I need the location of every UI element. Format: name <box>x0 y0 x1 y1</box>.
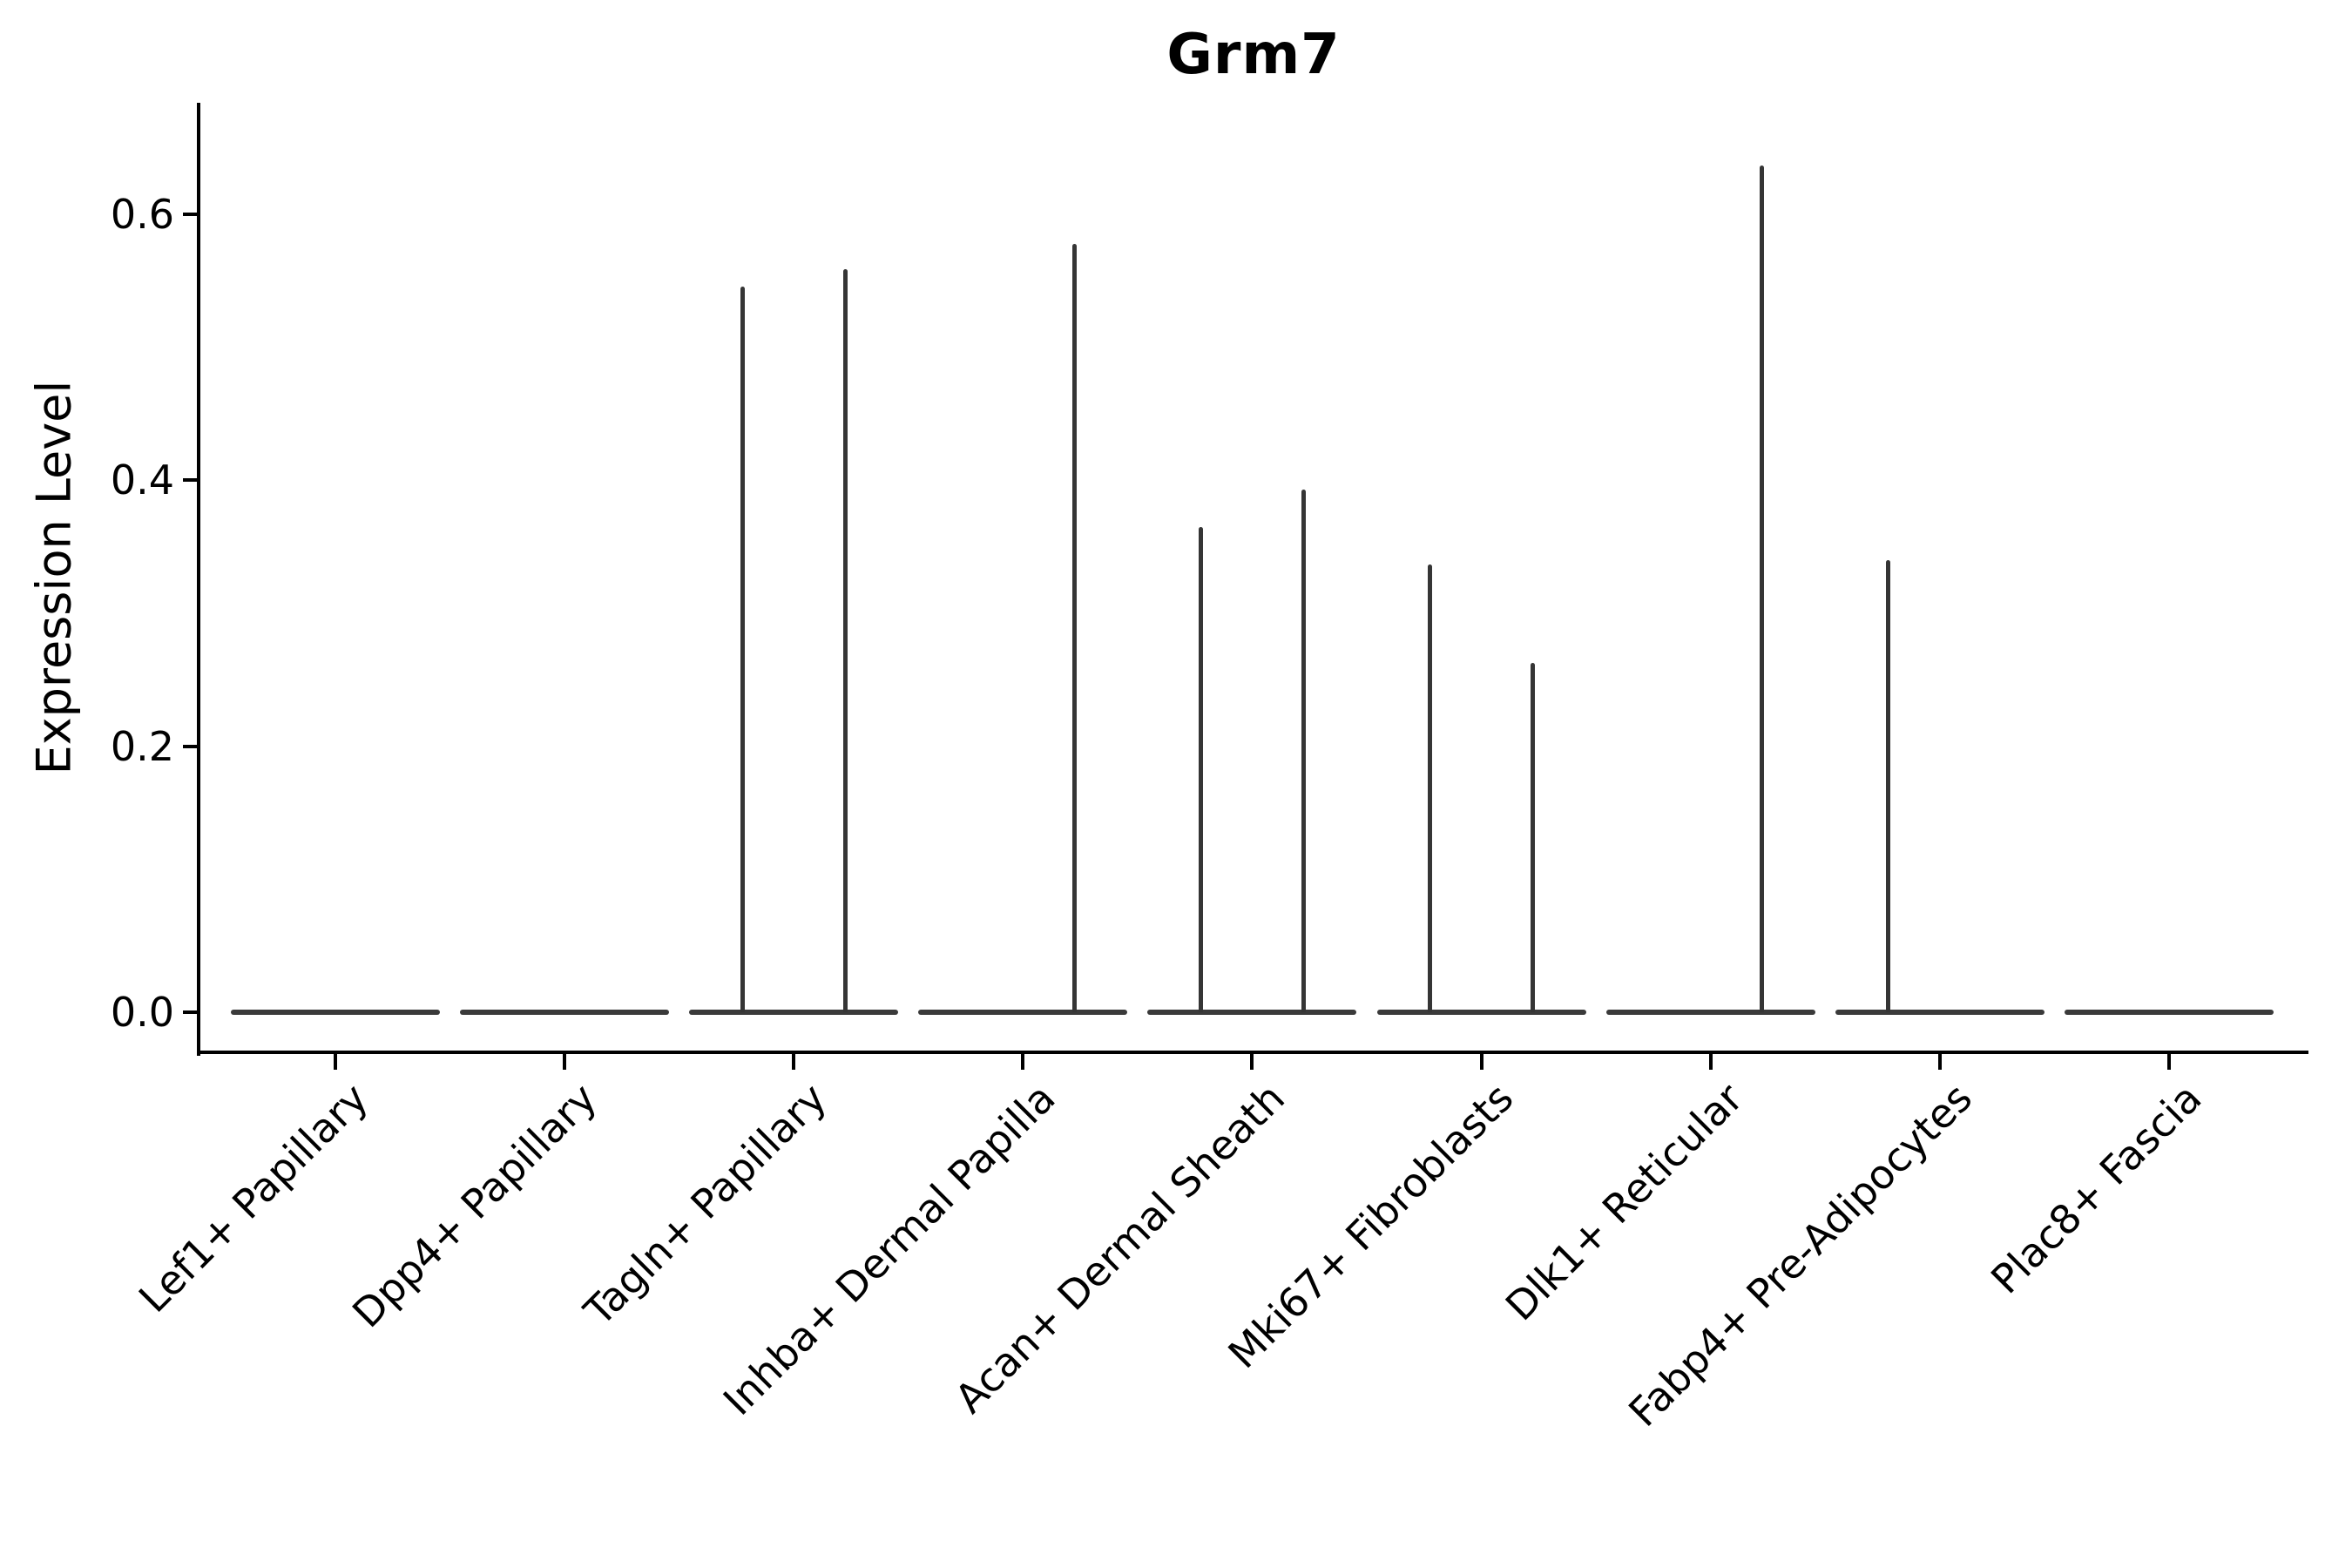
violin-spike <box>1886 559 1891 1012</box>
violin-spike <box>1531 662 1535 1012</box>
x-tick-label: Lef1+ Papillary <box>129 1074 377 1322</box>
x-tick-mark <box>334 1054 337 1070</box>
violin-base <box>1835 1010 2044 1015</box>
violin-base <box>1605 1010 1815 1015</box>
violin-base <box>460 1010 670 1015</box>
y-tick-mark <box>183 478 197 483</box>
x-tick-mark <box>792 1054 796 1070</box>
violin-spike <box>1760 165 1765 1012</box>
violin-spike <box>1071 243 1077 1012</box>
violin-spike <box>740 286 745 1012</box>
x-tick-mark <box>1250 1054 1254 1070</box>
x-tick-mark <box>1479 1054 1484 1070</box>
violin-base <box>2064 1010 2274 1015</box>
x-tick-label: Dpp4+ Papillary <box>343 1074 606 1337</box>
violin-base <box>918 1010 1128 1015</box>
x-tick-label: Plac8+ Fascia <box>1981 1074 2211 1303</box>
y-tick-label: 0.2 <box>110 722 174 770</box>
violin-base <box>689 1010 899 1015</box>
y-tick-mark <box>183 1010 197 1014</box>
y-tick-mark <box>183 213 197 217</box>
y-axis-spine <box>197 103 200 1056</box>
x-tick-label: Dlk1+ Reticular <box>1496 1074 1752 1330</box>
violin-base <box>231 1010 440 1015</box>
violin-base <box>1376 1010 1586 1015</box>
x-tick-mark <box>2166 1054 2171 1070</box>
violin-base <box>1147 1010 1357 1015</box>
x-tick-mark <box>1937 1054 1942 1070</box>
x-axis-spine <box>197 1051 2308 1054</box>
violin-spike <box>1428 564 1432 1012</box>
violin-spike <box>1301 490 1306 1012</box>
x-tick-mark <box>1021 1054 1025 1070</box>
x-tick-mark <box>563 1054 567 1070</box>
x-tick-label: Tagln+ Papillary <box>574 1074 835 1335</box>
violin-spike <box>1198 526 1203 1012</box>
y-tick-mark <box>183 744 197 748</box>
chart-title: Grm7 <box>1166 23 1341 87</box>
x-tick-mark <box>1708 1054 1713 1070</box>
y-tick-label: 0.4 <box>110 456 174 504</box>
y-axis-label: Expression Level <box>26 380 82 775</box>
y-tick-label: 0.6 <box>110 191 174 239</box>
violin-spike <box>842 268 848 1012</box>
y-tick-label: 0.0 <box>110 989 174 1036</box>
